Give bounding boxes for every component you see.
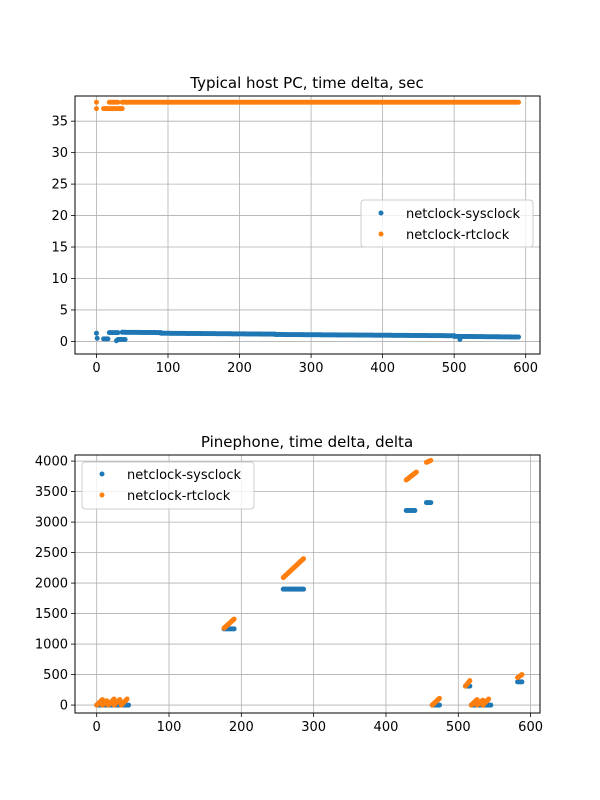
data-point <box>126 702 132 708</box>
x-tick-label: 100 <box>157 720 182 735</box>
chart-host-pc: Typical host PC, time delta, sec 0 100 200… <box>51 74 541 376</box>
data-point <box>436 702 442 708</box>
legend: netclock-sysclock netclock-rtclock <box>360 199 534 248</box>
data-point <box>111 696 117 702</box>
y-tick-label: 500 <box>43 668 68 683</box>
x-tick-label: 300 <box>299 361 324 376</box>
x-tick-label: 400 <box>370 361 395 376</box>
series-netclock-rtclock <box>94 457 525 708</box>
data-point <box>231 626 237 632</box>
x-axis-ticks: 0 100 200 300 400 500 600 <box>92 354 538 376</box>
data-point <box>94 335 100 341</box>
y-tick-label: 1500 <box>35 607 68 622</box>
legend-label-sysclock: netclock-sysclock <box>127 468 242 483</box>
x-tick-label: 200 <box>227 361 252 376</box>
data-points <box>94 457 525 708</box>
data-point <box>124 696 130 702</box>
series-netclock-rtclock <box>93 99 522 112</box>
data-point <box>519 679 525 685</box>
y-tick-label: 2500 <box>35 546 68 561</box>
chart-title: Typical host PC, time delta, sec <box>189 74 423 92</box>
data-point <box>436 695 442 701</box>
legend-label-rtclock: netclock-rtclock <box>406 228 510 243</box>
data-point <box>93 330 99 336</box>
x-tick-label: 500 <box>442 361 467 376</box>
y-tick-label: 15 <box>51 241 68 256</box>
data-point <box>113 338 119 344</box>
y-tick-label: 25 <box>51 178 68 193</box>
x-tick-label: 0 <box>93 720 101 735</box>
x-tick-label: 500 <box>446 720 471 735</box>
data-point <box>467 678 473 684</box>
legend-marker-rtclock <box>378 231 384 237</box>
legend-label-rtclock: netclock-rtclock <box>127 489 231 504</box>
y-tick-label: 4000 <box>35 455 68 470</box>
legend-label-sysclock: netclock-sysclock <box>406 207 521 222</box>
y-tick-label: 3500 <box>35 485 68 500</box>
x-tick-label: 400 <box>374 720 399 735</box>
legend-marker-sysclock <box>99 471 105 477</box>
y-tick-label: 1000 <box>35 638 68 653</box>
data-point <box>93 106 99 112</box>
y-tick-label: 0 <box>60 335 68 350</box>
data-point <box>428 500 434 506</box>
data-point <box>115 330 121 336</box>
data-point <box>231 616 237 622</box>
data-point <box>122 337 128 343</box>
legend-marker-sysclock <box>378 210 384 216</box>
data-point <box>301 556 307 562</box>
chart-pinephone: Pinephone, time delta, delta 0 100 200 300 4… <box>35 433 543 735</box>
legend-box <box>360 199 534 248</box>
x-tick-label: 200 <box>229 720 254 735</box>
data-point <box>519 672 525 678</box>
data-point <box>412 508 418 513</box>
legend-box <box>81 461 255 510</box>
data-point <box>117 697 123 703</box>
x-tick-label: 300 <box>301 720 326 735</box>
data-points <box>93 99 522 344</box>
data-point <box>413 469 419 475</box>
data-point <box>488 702 494 708</box>
data-point <box>115 99 121 105</box>
x-tick-label: 600 <box>518 720 543 735</box>
y-tick-label: 20 <box>51 209 68 224</box>
y-tick-label: 5 <box>60 303 68 318</box>
series-netclock-sysclock <box>93 329 522 344</box>
y-axis-ticks: 0 5 10 15 20 25 30 35 <box>51 115 75 350</box>
data-point <box>516 99 522 105</box>
y-tick-label: 10 <box>51 272 68 287</box>
data-point <box>105 336 111 342</box>
data-point <box>516 334 522 340</box>
y-axis-ticks: 0 500 1000 1500 2000 2500 3000 3500 4000 <box>35 455 75 714</box>
y-tick-label: 0 <box>60 699 68 714</box>
y-tick-label: 35 <box>51 115 68 130</box>
data-point <box>486 696 492 702</box>
data-point <box>428 457 434 463</box>
x-tick-label: 0 <box>92 361 100 376</box>
data-point <box>301 586 307 592</box>
chart-title: Pinephone, time delta, delta <box>201 433 413 451</box>
data-point <box>119 106 125 112</box>
axes-frame <box>74 95 541 355</box>
y-tick-label: 3000 <box>35 516 68 531</box>
axes-frame <box>74 454 541 714</box>
y-tick-label: 2000 <box>35 577 68 592</box>
y-tick-label: 30 <box>51 146 68 161</box>
x-tick-label: 600 <box>513 361 538 376</box>
x-tick-label: 100 <box>156 361 181 376</box>
legend: netclock-sysclock netclock-rtclock <box>81 461 255 510</box>
data-point <box>93 99 99 105</box>
grid-lines <box>75 455 540 713</box>
legend-marker-rtclock <box>99 492 105 498</box>
data-point <box>457 337 463 343</box>
x-axis-ticks: 0 100 200 300 400 500 600 <box>93 713 543 735</box>
